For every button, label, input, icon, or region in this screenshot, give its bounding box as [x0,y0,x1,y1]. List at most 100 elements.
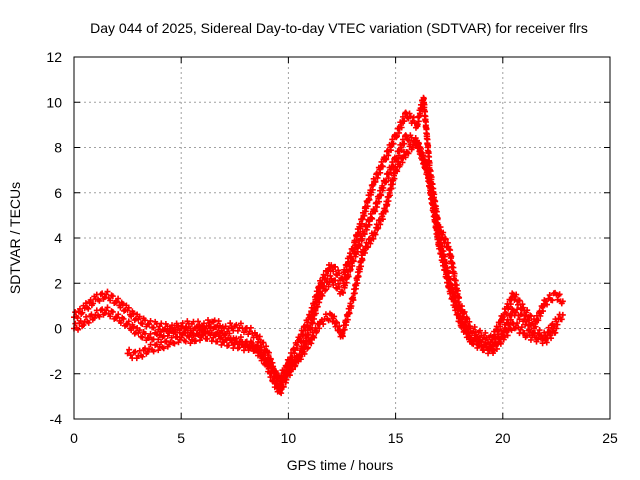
data-point [160,345,167,352]
data-point [345,273,352,280]
data-point [348,303,355,310]
data-point [120,315,127,322]
x-tick-label: 5 [177,430,185,446]
x-axis-label: GPS time / hours [287,457,394,473]
data-point [336,283,343,290]
data-point [127,352,134,359]
data-point [215,318,222,325]
data-point [423,125,430,132]
data-point [559,298,566,305]
data-point [226,330,233,337]
data-point [350,258,357,265]
data-point [316,296,323,303]
data-point [379,163,386,170]
y-tick-label: 8 [54,140,62,156]
data-point [447,247,454,254]
data-point [247,324,254,331]
data-point [556,291,563,298]
data-point [79,309,86,316]
data-point [354,248,361,255]
data-point [139,353,146,360]
data-point [171,340,178,347]
data-point [205,322,212,329]
data-point [99,306,106,313]
data-point [146,320,153,327]
data-point [554,321,561,328]
data-point [236,344,243,351]
data-point [196,337,203,344]
data-point [303,340,310,347]
data-point [375,198,382,205]
data-point [343,279,350,286]
data-point [553,325,560,332]
data-point [80,322,87,329]
data-point [255,336,262,343]
data-point [528,313,535,320]
data-point [508,327,515,334]
data-point [407,113,414,120]
data-point [553,318,560,325]
data-point [478,343,485,350]
data-point [85,319,92,326]
data-points [71,94,566,397]
data-point [434,233,441,240]
data-point [404,149,411,156]
data-point [74,314,81,321]
data-point [524,316,531,323]
data-point [372,208,379,215]
data-point [436,243,443,250]
data-point [185,333,192,340]
data-point [307,326,314,333]
data-point [339,333,346,340]
data-point [347,266,354,273]
data-point [530,330,537,337]
data-point [394,168,401,175]
data-point [128,327,135,334]
data-point [444,275,451,282]
data-point [309,319,316,326]
data-point [215,324,222,331]
data-point [349,262,356,269]
tick-labels: 0 5 10 15 20 25 -4 -2 0 2 4 6 8 10 12 [46,49,618,446]
data-point [451,270,458,277]
data-point [267,358,274,365]
data-point [404,114,411,121]
data-point [283,376,290,383]
data-point [280,370,287,377]
data-point [256,333,263,340]
data-point [528,321,535,328]
data-point [83,313,90,320]
data-point [462,323,469,330]
data-point [548,335,555,342]
data-point [190,327,197,334]
data-point [109,293,116,300]
data-point [351,290,358,297]
data-point [227,320,234,327]
data-point [168,334,175,341]
data-point [350,297,357,304]
data-point [461,308,468,315]
data-point [320,321,327,328]
data-point [510,320,517,327]
data-point [297,356,304,363]
data-point [513,291,520,298]
data-point [390,140,397,147]
data-point [164,332,171,339]
data-point [425,142,432,149]
data-point [211,331,218,338]
data-point [378,192,385,199]
plot-frame [73,56,611,420]
data-point [448,253,455,260]
data-point [163,338,170,345]
data-point [142,330,149,337]
data-point [415,140,422,147]
chart-title: Day 044 of 2025, Sidereal Day-to-day VTE… [90,20,588,36]
data-point [325,283,332,290]
data-point [421,156,428,163]
x-tick-label: 20 [495,430,511,446]
data-point [139,320,146,327]
data-point [344,316,351,323]
data-point [424,136,431,143]
data-point [375,224,382,231]
